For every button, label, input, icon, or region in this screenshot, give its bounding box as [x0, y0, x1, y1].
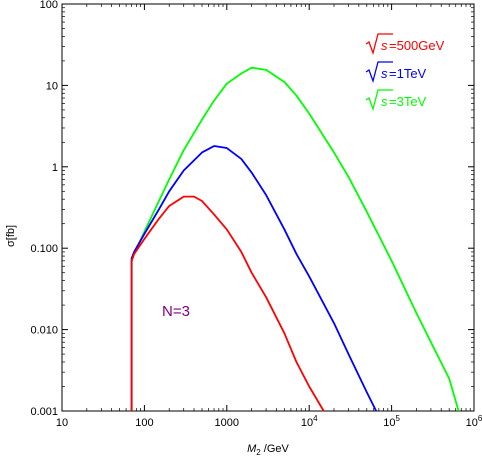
- series-lines: [130, 66, 460, 412]
- plot-frame: [61, 3, 475, 412]
- n-annotation: N=3: [162, 303, 190, 320]
- x-axis-label-main: M: [247, 443, 257, 455]
- x-axis-label-unit: /GeV: [261, 443, 290, 455]
- x-axis-label-sub: 2: [256, 448, 261, 457]
- x-tick-exponent: 6: [478, 414, 482, 423]
- y-tick-label: 0.100: [30, 243, 58, 255]
- y-tick-label: 10: [46, 80, 58, 92]
- y-tick-label: 0.001: [30, 406, 58, 418]
- x-axis-label: M2 /GeV: [247, 443, 289, 457]
- legend-sqrt-variable: s: [381, 66, 388, 81]
- x-tick-label: 105: [383, 414, 400, 429]
- x-tick-label: 10: [56, 417, 68, 429]
- legend-sqrt-variable: s: [381, 38, 388, 53]
- x-tick-label: 106: [466, 414, 482, 429]
- x-tick-label: 104: [301, 414, 318, 429]
- legend-radical-icon: [365, 61, 393, 84]
- y-tick-label: 100: [40, 0, 58, 11]
- y-tick-label: 0.010: [30, 325, 58, 337]
- legend-radical-icon: [365, 89, 393, 112]
- axis-ticks: 10 100 1000 104 105 106 0.001 0.010 0.100 1 10 100: [30, 0, 482, 429]
- legend-radical-icon: [365, 33, 393, 56]
- legend-entry-0: s =500GeV: [365, 33, 445, 56]
- legend-sqrt-variable: s: [381, 94, 388, 109]
- series-line-0: [130, 195, 325, 412]
- y-tick-label: 1: [52, 162, 58, 174]
- legend-energy-label: =3TeV: [389, 94, 427, 109]
- y-axis-label: σ[fb]: [5, 225, 17, 247]
- x-tick-exponent: 5: [395, 414, 400, 423]
- x-tick-exponent: 4: [313, 414, 318, 423]
- series-line-1: [130, 145, 377, 412]
- x-tick-label: 1000: [215, 417, 239, 429]
- series-line-2: [130, 66, 460, 412]
- legend-entry-1: s =1TeV: [365, 61, 427, 84]
- legend-energy-label: =1TeV: [389, 66, 427, 81]
- legend-entry-2: s =3TeV: [365, 89, 427, 112]
- x-tick-label: 100: [135, 417, 153, 429]
- legend-energy-label: =500GeV: [389, 38, 445, 53]
